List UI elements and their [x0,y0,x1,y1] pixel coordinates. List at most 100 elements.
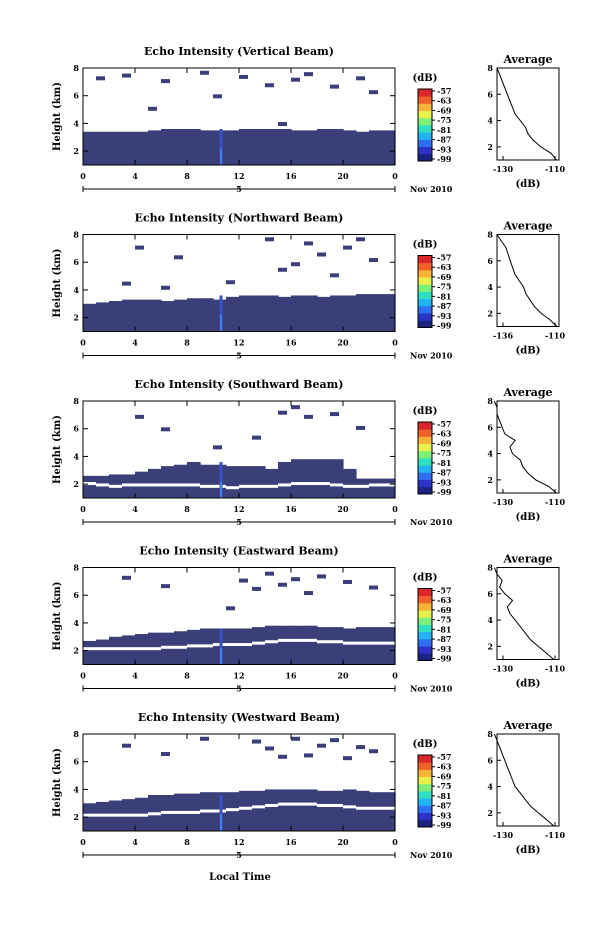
echo-streak-core [220,314,222,332]
profile-title: Average [502,220,552,233]
echo-gap [174,810,188,814]
echo-streak-core [220,647,222,665]
colorbar-segment [418,298,432,307]
echo-gap [369,483,383,487]
echo-streak-core [220,814,222,831]
echo-gap [135,483,149,487]
echo-column [239,466,253,498]
echo-column [174,128,188,165]
profile-line [493,733,555,827]
cloud-cell [304,72,313,77]
colorbar-tick-label: -69 [437,771,452,781]
profile-y-tick-label: 8 [487,230,493,240]
echo-gap [382,641,396,645]
y-tick-label: 2 [73,479,79,489]
cloud-cell [148,106,157,111]
colorbar-tick-label: -99 [437,321,452,331]
echo-column [252,790,266,831]
echo-column [356,294,370,332]
cloud-cell [369,90,378,95]
echo-column [83,640,97,665]
profile-y-tick-label: 6 [487,755,493,765]
x-tick-label: 0 [80,837,86,847]
echo-column [252,466,266,498]
echo-column [239,790,253,831]
colorbar-segment [418,117,432,126]
colorbar-segment [418,305,432,314]
echo-column [174,464,188,498]
x-tick-label: 12 [233,504,244,514]
heatmap-title: Echo Intensity (Northward Beam) [135,212,344,225]
cloud-cell [135,245,144,250]
echo-column [226,296,240,332]
echo-gap [122,813,136,817]
cloud-cell [200,70,209,75]
x-tick-label: 12 [233,171,244,181]
cloud-cell [291,577,300,582]
profile-x-label: (dB) [516,346,541,357]
echo-gap [330,640,344,644]
echo-gap [226,486,240,490]
colorbar-tick-label: -75 [437,781,451,791]
echo-gap [226,643,240,647]
profile-x-tick-label: -130 [493,164,513,174]
echo-column [278,789,292,831]
colorbar-tick-label: -63 [437,595,452,605]
echo-column [317,128,331,165]
echo-gap [239,484,253,488]
echo-column [265,128,279,165]
colorbar-tick-label: -87 [437,634,451,644]
panel-4: Echo Intensity (Eastward Beam) 2 4 6 8 Height… [52,545,565,694]
echo-column [317,790,331,831]
colorbar-tick-label: -99 [437,154,452,164]
cloud-cell [291,262,300,267]
colorbar-tick-label: -81 [437,791,451,801]
cloud-cell [252,586,261,591]
colorbar-tick-label: -57 [437,586,451,596]
date-label: Nov 2010 [410,351,453,361]
profile-line [493,400,557,494]
echo-column [148,299,162,332]
echo-column [96,475,110,498]
y-axis-label: Height (km) [52,82,63,151]
colorbar-frame [417,421,433,495]
profile-y-tick-label: 4 [487,782,493,792]
colorbar-tick-label: -93 [437,311,452,321]
echo-column [109,636,123,665]
colorbar-segment [418,791,432,799]
colorbar-segment [418,776,432,785]
cloud-cell [304,591,313,596]
colorbar-segment [418,89,432,97]
colorbar-segment [418,812,432,821]
colorbar-tick-label: -75 [437,615,451,625]
colorbar-tick-label: -63 [437,429,452,439]
echo-column [161,128,175,165]
x-tick-label: 8 [184,504,190,514]
echo-gap [148,483,162,487]
x-tick-label: 8 [184,338,190,348]
profile-y-tick-label: 2 [487,142,493,152]
cloud-cell [161,79,170,84]
date-label: Nov 2010 [410,684,453,694]
colorbar-tick-label: -81 [437,458,451,468]
colorbar-segment [418,125,432,133]
echo-gap [330,803,344,807]
colorbar-tick-label: -57 [437,419,451,429]
cloud-cell [317,574,326,579]
echo-gap [304,482,318,486]
colorbar-tick-label: -87 [437,801,451,811]
echo-column [343,628,357,665]
echo-gap [369,641,383,645]
colorbar-tick-label: -99 [437,820,452,830]
cloud-cell [161,752,170,757]
echo-column [239,628,253,665]
cloud-cell [369,258,378,263]
echo-gap [317,803,331,807]
cloud-cell [265,571,274,576]
colorbar-tick-label: -63 [437,762,452,772]
colorbar-unit: (dB) [413,240,438,251]
echo-column [83,475,97,498]
cloud-cell [343,245,352,250]
colorbar-segment [418,595,432,604]
